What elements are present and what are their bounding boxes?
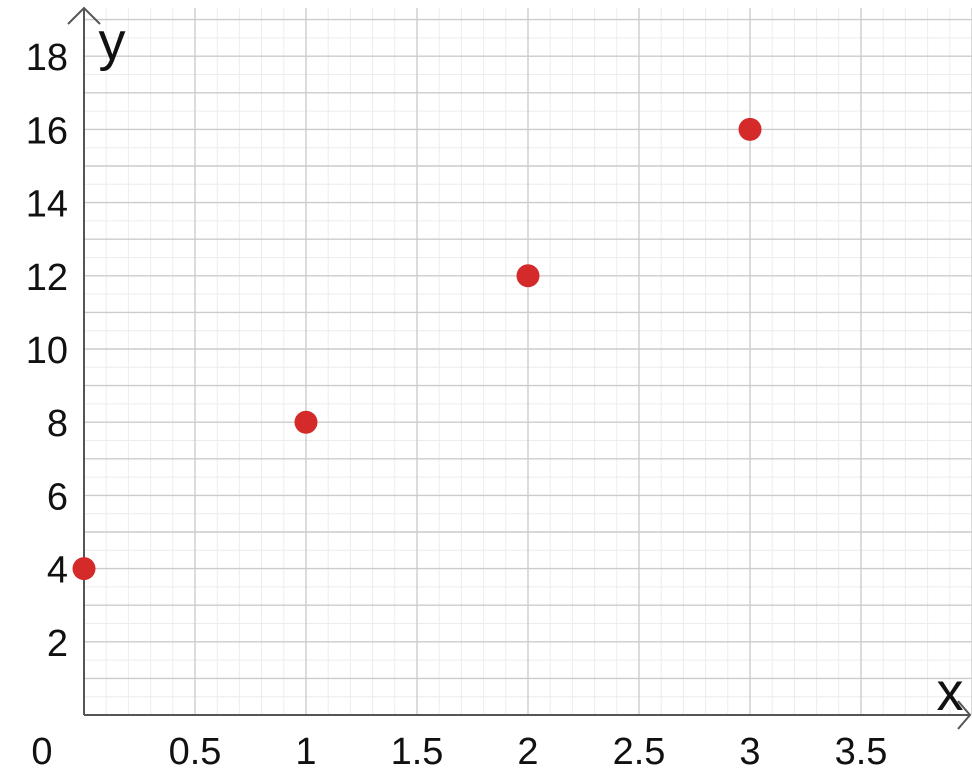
y-tick-label: 10 [26,330,68,372]
data-point [738,117,762,141]
y-tick-label: 14 [26,184,68,226]
y-tick-label: 16 [26,110,68,152]
x-tick-label: 2 [517,731,538,773]
tick-labels: 0.5 1 1.5 2 2.5 3 3.5 2 4 6 8 10 12 14 16 18 [26,37,888,773]
data-point [516,264,540,288]
x-tick-label: 1 [295,731,316,773]
y-tick-label: 18 [26,37,68,79]
x-axis-arrow [957,700,972,730]
origin-label: 0 [31,731,52,773]
y-tick-label: 12 [26,257,68,299]
x-tick-label: 1.5 [391,731,444,773]
x-tick-label: 2.5 [613,731,666,773]
data-point [72,557,96,581]
x-tick-label: 0.5 [169,731,222,773]
x-axis-label: x [937,662,964,722]
x-tick-label: 3.5 [835,731,888,773]
y-axis-label: y [99,12,126,72]
y-tick-label: 6 [47,476,68,518]
y-tick-label: 4 [47,550,68,592]
axes [67,6,972,730]
data-points [72,117,762,581]
y-axis-arrow [67,6,101,25]
data-point [294,410,318,434]
x-tick-label: 3 [739,731,760,773]
y-tick-label: 8 [47,403,68,445]
y-tick-label: 2 [47,623,68,665]
